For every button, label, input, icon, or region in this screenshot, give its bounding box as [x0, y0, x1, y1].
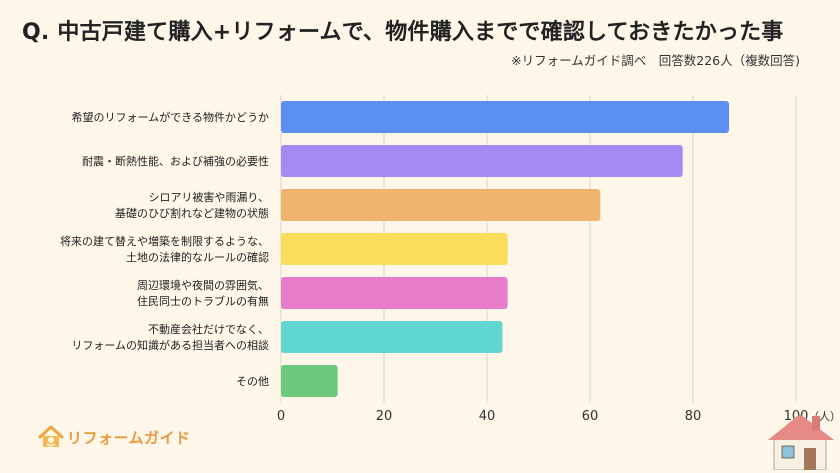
bar: [281, 145, 683, 177]
logo: リフォームガイド: [38, 425, 191, 449]
category-label: リフォームの知識がある担当者への相談: [71, 338, 269, 352]
x-tick-label: 20: [376, 409, 393, 424]
logo-text: リフォームガイド: [67, 428, 191, 447]
bar: [281, 321, 503, 353]
category-label: 住民同士のトラブルの有無: [137, 294, 269, 308]
bar: [281, 277, 508, 309]
category-label: 希望のリフォームができる物件かどうか: [72, 110, 269, 124]
house-illustration-icon: [768, 414, 834, 470]
house-logo-icon: [38, 425, 64, 447]
category-label: 基礎のひび割れなど建物の状態: [115, 206, 269, 220]
category-label: 不動産会社だけでなく、: [148, 322, 269, 336]
chart-title: Q. 中古戸建て購入+リフォームで、物件購入までで確認しておきたかった事: [22, 20, 784, 45]
bar: [281, 233, 508, 265]
category-label: 耐震・断熱性能、および補強の必要性: [82, 154, 269, 168]
bar: [281, 365, 338, 397]
x-tick-label: 0: [277, 409, 285, 424]
category-label: その他: [236, 375, 269, 388]
x-tick-label: 40: [479, 409, 496, 424]
category-label: 周辺環境や夜間の雰囲気、: [137, 278, 269, 292]
bar: [281, 101, 730, 133]
category-label: 将来の建て替えや増築を制限するような、: [60, 234, 269, 248]
x-tick-label: 80: [685, 409, 702, 424]
chart-subtitle: ※リフォームガイド調べ 回答数226人（複数回答): [511, 53, 800, 68]
bar: [281, 189, 601, 221]
x-tick-label: 60: [582, 409, 599, 424]
category-label: シロアリ被害や雨漏り、: [148, 190, 269, 204]
category-label: 土地の法律的なルールの確認: [126, 250, 269, 264]
